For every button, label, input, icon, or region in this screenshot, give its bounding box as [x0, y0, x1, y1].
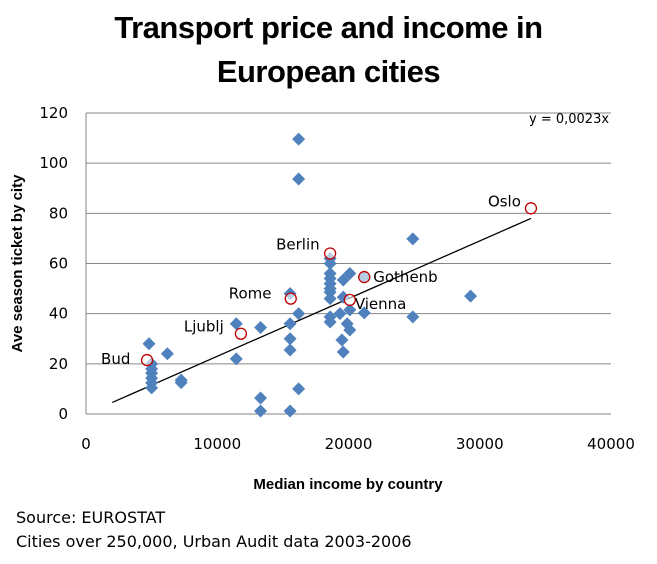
data-point-diamond: [406, 310, 420, 324]
data-point-diamond: [174, 376, 188, 390]
point-labels: Bud Ljublj Rome Berlin Gothenb Vienna Oslo: [101, 192, 521, 368]
data-point-diamond: [323, 285, 337, 299]
data-point-diamond: [336, 345, 350, 359]
data-point-diamond: [343, 323, 357, 337]
trendline-equation: y = 0,0023x: [529, 112, 609, 127]
city-label-berlin: Berlin: [276, 235, 320, 253]
city-label-gothenb: Gothenb: [373, 268, 437, 286]
data-point-diamond: [335, 333, 349, 347]
y-tick-label: 100: [39, 154, 68, 172]
data-point-diamond: [283, 404, 297, 418]
x-tick-label: 20000: [325, 435, 373, 453]
y-axis-label: Ave season ticket by city: [9, 174, 26, 353]
data-point-diamond: [292, 307, 306, 321]
data-point-diamond: [292, 172, 306, 186]
highlight-circle-rome: [284, 292, 297, 305]
chart-title-line-2: European cities: [216, 54, 441, 89]
x-tick-label: 40000: [587, 435, 635, 453]
data-point-diamond: [343, 303, 357, 317]
city-label-ljublj: Ljublj: [184, 318, 224, 336]
y-tick-label: 0: [58, 405, 68, 423]
data-point-diamond: [145, 381, 159, 395]
city-label-rome: Rome: [229, 285, 272, 303]
data-point-diamond: [333, 307, 347, 321]
highlight-circle-bud: [140, 353, 154, 367]
city-label-vienna: Vienna: [355, 295, 407, 313]
x-tick-label: 30000: [456, 435, 504, 453]
city-label-oslo: Oslo: [488, 192, 521, 210]
trendline: [111, 217, 532, 404]
data-point-diamond: [283, 343, 297, 357]
data-point-diamond: [142, 337, 156, 351]
data-point-diamond: [336, 273, 350, 287]
data-point-diamond: [254, 320, 268, 334]
highlight-circle-berlin: [323, 247, 337, 260]
y-tick-label: 20: [49, 355, 68, 373]
highlight-circle-oslo: [524, 202, 538, 215]
highlight-circle-ljublj: [234, 327, 248, 340]
data-point-diamond: [464, 289, 478, 303]
data-point-diamond: [323, 292, 337, 306]
source-note: Source: EUROSTAT: [16, 508, 166, 527]
chart-title-line-1: Transport price and income in: [114, 10, 543, 45]
x-tick-labels: 0 10000 20000 30000 40000: [81, 435, 635, 453]
data-point-diamond: [283, 317, 297, 331]
x-tick-label: 0: [81, 435, 91, 453]
data-point-diamond: [229, 352, 243, 366]
data-point-diamond: [229, 317, 243, 331]
x-axis-label: Median income by country: [253, 476, 443, 493]
y-tick-label: 80: [49, 204, 68, 222]
data-note: Cities over 250,000, Urban Audit data 20…: [16, 532, 412, 551]
x-tick-label: 10000: [193, 435, 241, 453]
data-point-diamond: [323, 257, 337, 270]
data-point-diamond: [292, 132, 306, 146]
data-point-diamond: [343, 267, 357, 281]
highlighted-points: [140, 202, 538, 367]
data-point-diamond: [323, 315, 337, 329]
city-label-bud: Bud: [101, 350, 130, 368]
data-point-diamond: [357, 306, 371, 320]
y-tick-label: 120: [39, 104, 68, 122]
highlight-circle-vienna: [343, 293, 356, 307]
data-point-diamond: [406, 232, 420, 246]
data-point-diamond: [254, 391, 268, 405]
data-point-diamond: [292, 382, 306, 396]
data-points: [142, 132, 478, 418]
data-point-diamond: [254, 404, 268, 418]
y-tick-label: 60: [49, 255, 68, 273]
y-tick-labels: 0 20 40 60 80 100 120: [39, 104, 68, 423]
y-tick-label: 40: [49, 305, 68, 323]
data-point-diamond: [160, 347, 174, 361]
data-point-diamond: [283, 332, 297, 346]
gridlines: [85, 112, 611, 415]
highlight-circle-gothenb: [358, 270, 371, 284]
